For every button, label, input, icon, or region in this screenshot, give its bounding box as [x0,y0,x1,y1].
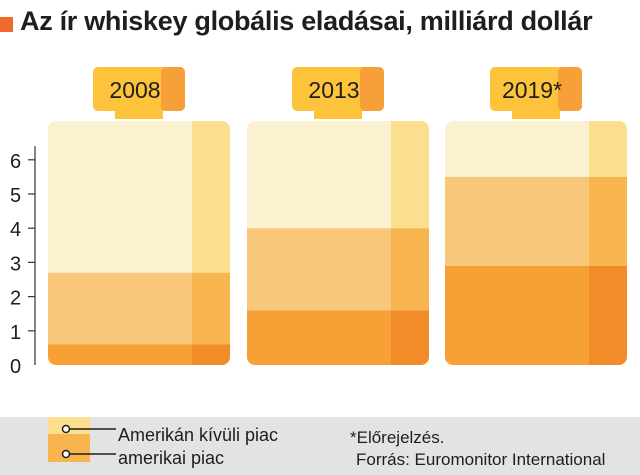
legend-dot-1 [61,449,71,459]
bar-segment-american [48,344,192,365]
category-label: 2013 [308,77,359,103]
category-label: 2019* [502,77,562,103]
legend-label-non-american: Amerikán kívüli piac [118,425,279,445]
bar-segment-american-side [391,310,429,365]
legend-bottle-icon [48,417,116,462]
bottle-1: 2013 [247,67,429,365]
category-label-side [558,67,582,111]
y-axis: 0 1 2 3 4 5 6 [10,146,36,378]
bottle-neck [314,109,362,119]
bar-segment-american-side [589,265,627,365]
bottle-0: 2008 [48,67,230,365]
bar-segment-non-american-side [192,272,230,345]
y-tick-label: 5 [10,185,21,207]
bar-segment-non-american-side [589,176,627,266]
bottle-empty-front [445,121,589,177]
bar-segment-american-side [192,344,230,365]
y-tick-label: 6 [10,151,21,173]
forecast-note: *Előrejelzés. [350,428,445,447]
y-tick-label: 0 [10,356,21,378]
category-label-side [161,67,185,111]
bottle-neck [115,109,163,119]
bar-segment-american [445,265,589,365]
chart-area: 0 1 2 3 4 5 6 2008 2013 2019* [10,67,627,378]
bottles: 2008 2013 2019* [48,67,627,365]
bottle-empty-side [192,121,230,273]
y-tick-label: 3 [10,253,21,275]
bar-segment-non-american-side [391,228,429,311]
bottle-empty-front [247,121,391,229]
bottle-2: 2019* [445,67,627,365]
bottle-empty-side [391,121,429,229]
bar-segment-non-american [247,228,391,311]
bar-segment-non-american [48,272,192,345]
bottle-body [247,121,429,365]
bar-segment-american [247,310,391,365]
bottle-body [445,121,627,365]
legend-bottle-bottom [48,434,90,462]
chart-title: Az ír whiskey globális eladásai, milliár… [20,6,593,36]
y-tick-label: 2 [10,288,21,310]
source-note: Forrás: Euromonitor International [356,450,606,469]
y-tick-label: 1 [10,322,21,344]
legend-label-american: amerikai piac [118,448,225,468]
category-label: 2008 [109,77,160,103]
title-marker [0,17,13,32]
bottle-empty-front [48,121,192,273]
legend-dot-0 [61,424,71,434]
bottle-body [48,121,230,365]
category-label-side [360,67,384,111]
bottle-neck [512,109,560,119]
footer: Amerikán kívüli piac amerikai piac *Előr… [0,417,640,475]
bar-segment-non-american [445,176,589,266]
bottle-empty-side [589,121,627,177]
y-tick-label: 4 [10,219,21,241]
